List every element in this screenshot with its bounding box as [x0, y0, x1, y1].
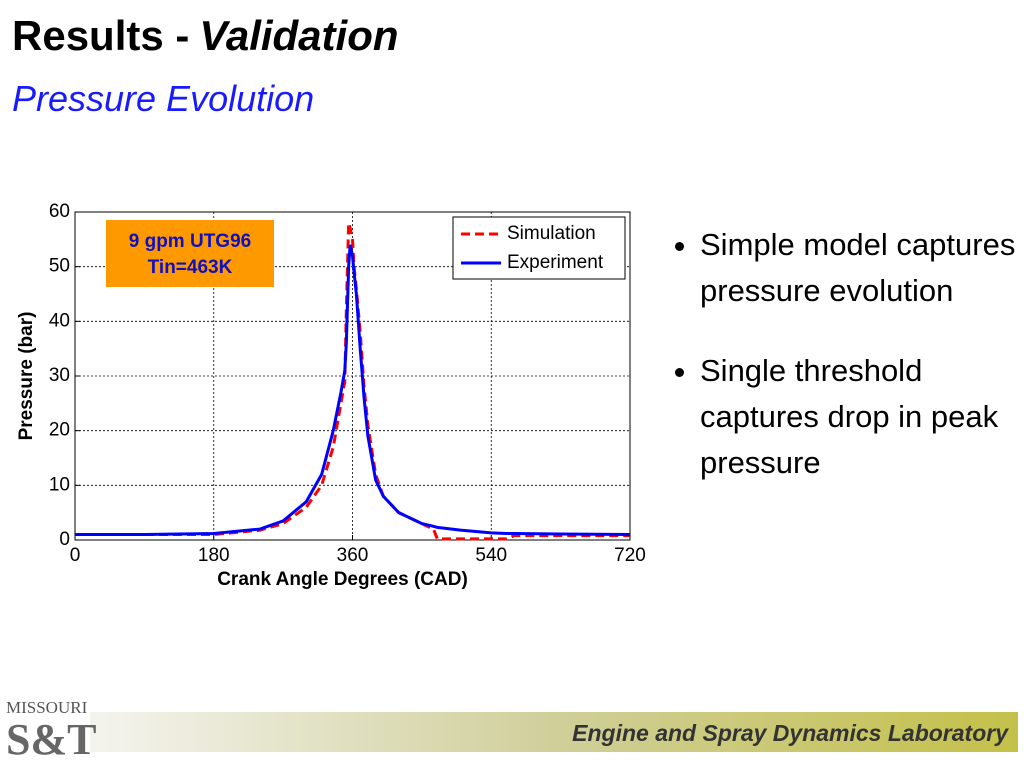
annotation-text: 9 gpm UTG96: [129, 231, 251, 252]
subtitle: Pressure Evolution: [12, 78, 315, 119]
footer-bar: Engine and Spray Dynamics Laboratory: [90, 712, 1018, 752]
title: Results - Validation: [12, 12, 399, 60]
x-tick-label: 360: [337, 545, 369, 566]
bullet: Single threshold captures drop in peak p…: [700, 348, 1024, 486]
logo-bottom: S&T: [6, 715, 97, 764]
y-tick-label: 30: [49, 365, 70, 386]
chart: 0 10 20 30 40 50 60 0 180 360 540 720 Crank Angle De…: [16, 201, 646, 590]
logo-top: MISSOURI: [6, 698, 88, 717]
bullet: Simple model captures pressure evolution: [700, 222, 1024, 314]
annotation-text: Tin=463K: [148, 257, 233, 278]
plot-frame: [74, 211, 631, 541]
y-tick-label: 20: [49, 420, 70, 441]
title-text: Results -: [12, 12, 190, 59]
y-tick-label: 60: [49, 201, 70, 222]
x-tick-label: 0: [70, 545, 81, 566]
legend-label: Experiment: [507, 252, 604, 273]
y-tick-label: 0: [59, 529, 70, 550]
annotation-box: [106, 220, 274, 287]
bullet-list: Simple model captures pressure evolution…: [660, 222, 1024, 520]
y-tick-label: 40: [49, 310, 70, 331]
x-tick-label: 540: [475, 545, 507, 566]
y-tick-label: 50: [49, 256, 70, 277]
footer-text: Engine and Spray Dynamics Laboratory: [572, 720, 1008, 746]
title-emphasis: Validation: [199, 12, 399, 59]
x-tick-label: 720: [614, 545, 646, 566]
x-tick-label: 180: [198, 545, 230, 566]
y-tick-label: 10: [49, 474, 70, 495]
legend-label: Simulation: [507, 223, 596, 244]
x-axis-label: Crank Angle Degrees (CAD): [217, 569, 468, 590]
legend-box: [452, 216, 626, 280]
y-axis-label: Pressure (bar): [16, 312, 37, 441]
data-line: [75, 244, 631, 537]
